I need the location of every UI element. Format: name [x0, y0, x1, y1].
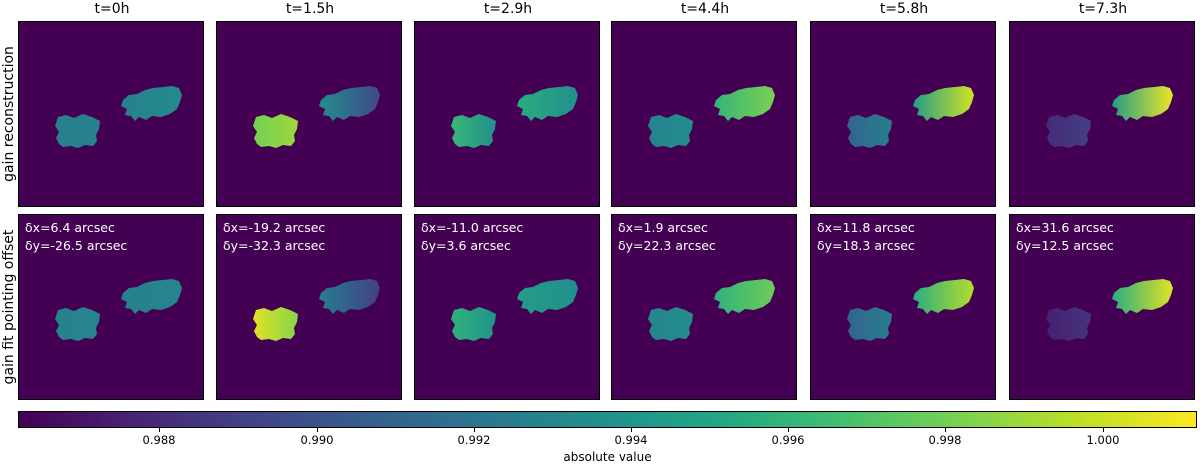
- heatmap-panel: δx=-11.0 arcsec δy=3.6 arcsec: [414, 214, 600, 400]
- heatmap-panel: δx=11.8 arcsec δy=18.3 arcsec: [810, 214, 996, 400]
- colorbar-tick: [159, 428, 160, 432]
- offset-dx-annotation: δx=-11.0 arcsec: [421, 220, 524, 235]
- heatmap-panel: [1009, 21, 1195, 207]
- column-title: t=1.5h: [285, 1, 335, 17]
- offset-dx-annotation: δx=11.8 arcsec: [817, 220, 915, 235]
- offset-dy-annotation: δy=22.3 arcsec: [618, 238, 716, 253]
- panel-plot: [253, 86, 380, 148]
- offset-dx-annotation: δx=6.4 arcsec: [25, 220, 115, 235]
- panel-plot: [648, 86, 775, 148]
- column-title: t=2.9h: [483, 1, 533, 17]
- heatmap-panel: [216, 21, 402, 207]
- heatmap-panel: δx=1.9 arcsec δy=22.3 arcsec: [611, 214, 797, 400]
- island-left: [55, 307, 100, 341]
- heatmap-panel: [611, 21, 797, 207]
- panel-plot: [253, 279, 380, 341]
- panel-plot: [55, 279, 182, 341]
- offset-dy-annotation: δy=18.3 arcsec: [817, 238, 915, 253]
- island-left: [253, 307, 298, 341]
- colorbar-tick: [317, 428, 318, 432]
- island-left: [451, 114, 496, 148]
- island-right: [517, 86, 578, 121]
- panel-plot: [648, 279, 775, 341]
- panel-plot: [1046, 279, 1173, 341]
- panel-plot: [1046, 86, 1173, 148]
- island-right: [121, 279, 182, 314]
- island-right: [714, 86, 775, 121]
- island-left: [1046, 307, 1091, 341]
- colorbar-tick-label: 0.992: [457, 433, 491, 447]
- island-left: [648, 114, 693, 148]
- heatmap-panel: δx=31.6 arcsec δy=12.5 arcsec: [1009, 214, 1195, 400]
- column-title: t=7.3h: [1078, 1, 1128, 17]
- island-left: [847, 307, 892, 341]
- island-left: [1046, 114, 1091, 148]
- island-right: [517, 279, 578, 314]
- island-left: [55, 114, 100, 148]
- colorbar-tick-label: 0.994: [614, 433, 648, 447]
- offset-dy-annotation: δy=-26.5 arcsec: [25, 238, 128, 253]
- panel-plot: [847, 279, 974, 341]
- offset-dy-annotation: δy=3.6 arcsec: [421, 238, 511, 253]
- column-title: t=5.8h: [879, 1, 929, 17]
- colorbar-tick-label: 0.998: [928, 433, 962, 447]
- island-right: [121, 86, 182, 121]
- island-right: [1112, 279, 1173, 314]
- offset-dx-annotation: δx=-19.2 arcsec: [223, 220, 326, 235]
- island-right: [913, 86, 974, 121]
- island-right: [913, 279, 974, 314]
- colorbar: [18, 411, 1197, 428]
- heatmap-panel: [18, 21, 204, 207]
- row-label: gain reconstruction: [1, 46, 17, 182]
- colorbar-tick-label: 0.996: [771, 433, 805, 447]
- island-right: [714, 279, 775, 314]
- panel-plot: [55, 86, 182, 148]
- column-title: t=4.4h: [680, 1, 730, 17]
- heatmap-panel: δx=6.4 arcsec δy=-26.5 arcsec: [18, 214, 204, 400]
- offset-dy-annotation: δy=12.5 arcsec: [1016, 238, 1114, 253]
- colorbar-tick-label: 1.000: [1086, 433, 1120, 447]
- colorbar-tick: [474, 428, 475, 432]
- panel-plot: [847, 86, 974, 148]
- colorbar-label: absolute value: [563, 450, 652, 464]
- island-left: [253, 114, 298, 148]
- row-label: gain fit pointing offset: [1, 229, 17, 385]
- offset-dx-annotation: δx=1.9 arcsec: [618, 220, 708, 235]
- panel-plot: [451, 279, 578, 341]
- colorbar-tick: [1103, 428, 1104, 432]
- island-right: [319, 86, 380, 121]
- offset-dx-annotation: δx=31.6 arcsec: [1016, 220, 1114, 235]
- colorbar-tick: [631, 428, 632, 432]
- island-left: [648, 307, 693, 341]
- heatmap-panel: [810, 21, 996, 207]
- colorbar-tick: [788, 428, 789, 432]
- island-left: [451, 307, 496, 341]
- heatmap-panel: δx=-19.2 arcsec δy=-32.3 arcsec: [216, 214, 402, 400]
- colorbar-tick-label: 0.988: [142, 433, 176, 447]
- colorbar-tick: [945, 428, 946, 432]
- island-right: [319, 279, 380, 314]
- offset-dy-annotation: δy=-32.3 arcsec: [223, 238, 326, 253]
- island-right: [1112, 86, 1173, 121]
- colorbar-tick-label: 0.990: [300, 433, 334, 447]
- island-left: [847, 114, 892, 148]
- heatmap-panel: [414, 21, 600, 207]
- panel-plot: [451, 86, 578, 148]
- column-title: t=0h: [94, 1, 130, 17]
